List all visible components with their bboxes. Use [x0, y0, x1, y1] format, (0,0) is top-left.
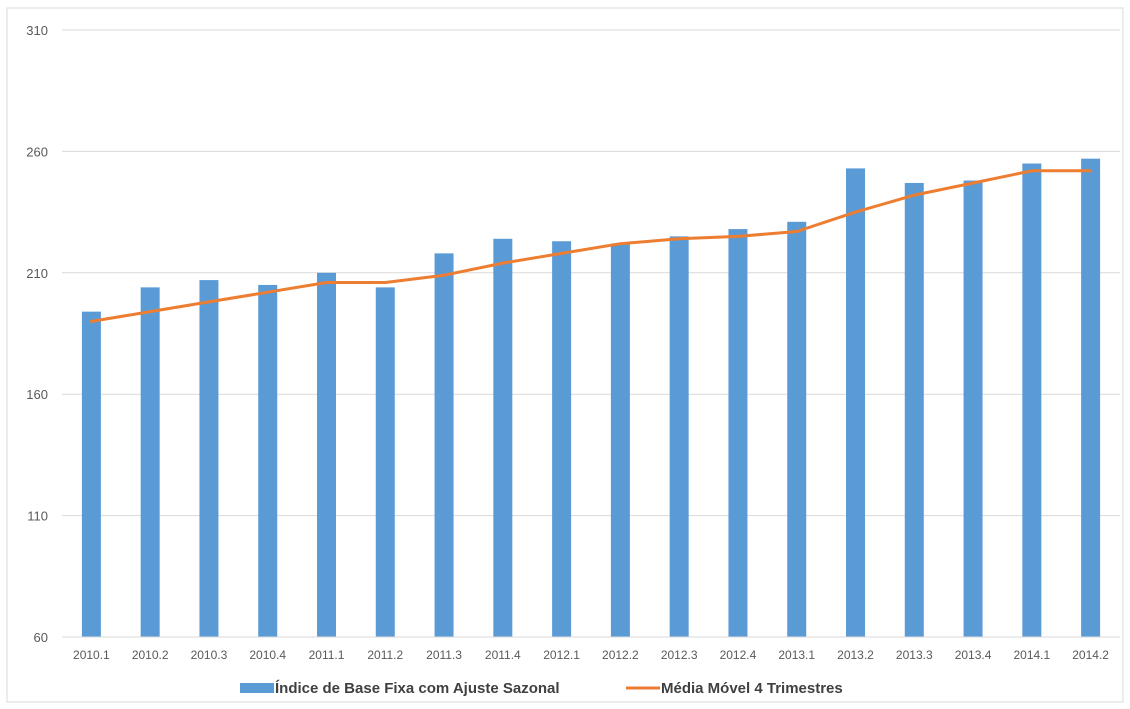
x-tick-label: 2012.2 — [602, 648, 639, 662]
y-tick-label: 60 — [34, 630, 48, 645]
legend-label-line: Média Móvel 4 Trimestres — [661, 680, 843, 697]
x-tick-label: 2010.4 — [249, 648, 286, 662]
x-tick-label: 2011.4 — [485, 648, 521, 662]
bar — [1022, 163, 1042, 638]
x-tick-label: 2010.2 — [132, 648, 169, 662]
gridlines — [62, 29, 1120, 517]
x-tick-label: 2013.2 — [837, 648, 874, 662]
bar — [728, 229, 748, 637]
bar — [552, 241, 572, 637]
bar — [199, 280, 219, 637]
bar — [258, 284, 278, 637]
bar — [904, 182, 924, 638]
bar — [493, 238, 513, 638]
series-line — [89, 169, 1093, 323]
bar — [963, 180, 983, 637]
legend-swatch-bar — [240, 683, 274, 693]
y-tick-label: 160 — [26, 387, 48, 402]
x-axis-ticks: 2010.1 2010.2 2010.3 2010.4 2011.1 2011.2 2011… — [73, 648, 1109, 662]
legend-label-bar: Índice de Base Fixa com Ajuste Sazonal — [275, 680, 560, 697]
x-tick-label: 2011.1 — [309, 648, 345, 662]
y-axis-ticks: 60 110 160 210 260 310 — [26, 23, 48, 645]
x-tick-label: 2012.1 — [543, 648, 580, 662]
x-tick-label: 2013.1 — [778, 648, 815, 662]
bar — [434, 253, 454, 637]
bar — [846, 168, 865, 637]
x-tick-label: 2013.4 — [955, 648, 992, 662]
y-tick-label: 110 — [27, 509, 48, 524]
y-tick-label: 310 — [26, 23, 48, 38]
bar — [140, 287, 160, 637]
bar — [669, 236, 689, 637]
x-tick-label: 2011.3 — [426, 648, 462, 662]
x-tick-label: 2010.3 — [191, 648, 228, 662]
bar — [317, 272, 336, 637]
line-series — [89, 169, 1093, 323]
bar — [610, 243, 630, 637]
x-tick-label: 2012.4 — [720, 648, 757, 662]
x-tick-label: 2014.2 — [1072, 648, 1109, 662]
x-tick-label: 2011.2 — [367, 648, 403, 662]
bar — [375, 287, 395, 637]
bar — [1081, 158, 1101, 637]
legend: Índice de Base Fixa com Ajuste Sazonal M… — [240, 680, 843, 697]
y-tick-label: 210 — [26, 266, 48, 281]
bar — [81, 311, 101, 637]
bar — [787, 221, 807, 637]
x-tick-label: 2013.3 — [896, 648, 933, 662]
bar-series — [81, 158, 1101, 638]
x-tick-label: 2014.1 — [1013, 648, 1050, 662]
y-tick-label: 260 — [26, 144, 48, 159]
x-tick-label: 2012.3 — [661, 648, 698, 662]
x-tick-label: 2010.1 — [73, 648, 110, 662]
